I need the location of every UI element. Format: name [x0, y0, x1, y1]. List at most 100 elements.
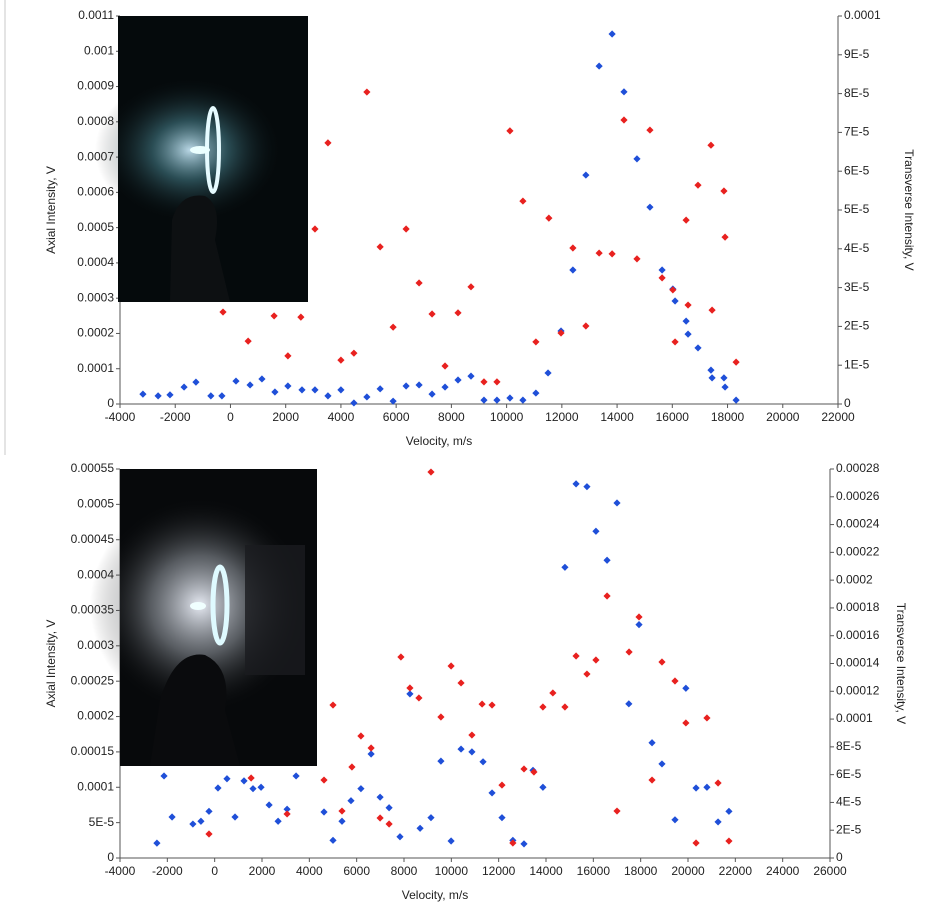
data-point [708, 374, 716, 382]
y-tick-label: 0.0001 [77, 361, 114, 375]
data-point [244, 337, 252, 345]
data-point [592, 527, 600, 535]
data-point [725, 837, 733, 845]
x-tick-label: 14000 [600, 410, 634, 424]
data-point [311, 225, 319, 233]
data-point [283, 810, 291, 818]
data-point [363, 393, 371, 401]
data-point [561, 703, 569, 711]
data-point [292, 772, 300, 780]
y-tick-label: 0.00055 [71, 461, 115, 475]
y2-tick-label: 4E-5 [844, 241, 870, 255]
data-point [154, 392, 162, 400]
y2-tick-label: 0.00018 [836, 600, 880, 614]
y-tick-label: 0.0003 [77, 290, 114, 304]
data-point [223, 775, 231, 783]
data-point [454, 309, 462, 317]
inset-photo [90, 469, 317, 766]
y2-tick-label: 0.00022 [836, 545, 880, 559]
y2-tick-label: 0.00016 [836, 628, 880, 642]
x-tick-label: 10000 [490, 410, 524, 424]
data-point [284, 352, 292, 360]
y-tick-label: 0.0001 [77, 779, 114, 793]
data-point [694, 181, 702, 189]
data-point [447, 837, 455, 845]
x-tick-label: 24000 [766, 864, 800, 878]
data-point [247, 774, 255, 782]
y-tick-label: 0 [107, 850, 114, 864]
data-point [720, 187, 728, 195]
data-point [468, 731, 476, 739]
data-point [376, 793, 384, 801]
y2-tick-label: 8E-5 [836, 739, 862, 753]
data-point [480, 378, 488, 386]
data-point [539, 703, 547, 711]
data-point [595, 249, 603, 257]
data-point [648, 776, 656, 784]
data-point [544, 369, 552, 377]
data-point [708, 306, 716, 314]
data-point [338, 817, 346, 825]
data-point [447, 662, 455, 670]
y-tick-label: 0.0011 [78, 8, 114, 22]
data-point [646, 126, 654, 134]
data-point [493, 378, 501, 386]
y-tick-label: 0.0002 [77, 709, 114, 723]
y2-tick-label: 7E-5 [844, 125, 870, 139]
data-point [214, 784, 222, 792]
data-point [376, 814, 384, 822]
x-tick-label: 2000 [272, 410, 299, 424]
data-point [520, 840, 528, 848]
data-point [218, 392, 226, 400]
x-tick-label: 0 [211, 864, 218, 878]
data-point [427, 814, 435, 822]
data-point [457, 745, 465, 753]
data-point [139, 390, 147, 398]
x-axis-label: Velocity, m/s [406, 434, 472, 448]
data-point [357, 732, 365, 740]
data-point [402, 225, 410, 233]
charts: -4000 -2000 0 2000 4000 6000 8000 10000 12000 140… [44, 8, 916, 902]
data-point [682, 719, 690, 727]
data-point [231, 813, 239, 821]
y2-tick-label: 2E-5 [844, 319, 870, 333]
data-point [669, 286, 677, 294]
data-point [692, 839, 700, 847]
data-point [350, 349, 358, 357]
data-point [635, 621, 643, 629]
data-point [692, 784, 700, 792]
data-point [714, 779, 722, 787]
y2-tick-label: 2E-5 [836, 822, 862, 836]
data-point [633, 155, 641, 163]
data-point [153, 839, 161, 847]
data-point [682, 684, 690, 692]
data-point [338, 807, 346, 815]
y2-tick-label: 3E-5 [844, 280, 870, 294]
y2-tick-label: 4E-5 [836, 795, 862, 809]
data-point [437, 757, 445, 765]
data-point [168, 813, 176, 821]
data-point [545, 214, 553, 222]
data-point [428, 390, 436, 398]
data-point [397, 653, 405, 661]
data-point [219, 308, 227, 316]
x-tick-label: 14000 [529, 864, 563, 878]
data-point [532, 389, 540, 397]
data-point [415, 694, 423, 702]
data-point [519, 396, 527, 404]
data-point [376, 385, 384, 393]
y2-tick-label: 8E-5 [844, 86, 870, 100]
data-point [416, 824, 424, 832]
data-point [324, 392, 332, 400]
data-point [363, 88, 371, 96]
data-point [324, 139, 332, 147]
x-tick-label: 4000 [328, 410, 355, 424]
data-point [197, 817, 205, 825]
x-tick-label: 8000 [391, 864, 418, 878]
data-point [682, 317, 690, 325]
data-point [480, 396, 488, 404]
data-point [180, 383, 188, 391]
data-point [367, 744, 375, 752]
data-point [389, 323, 397, 331]
